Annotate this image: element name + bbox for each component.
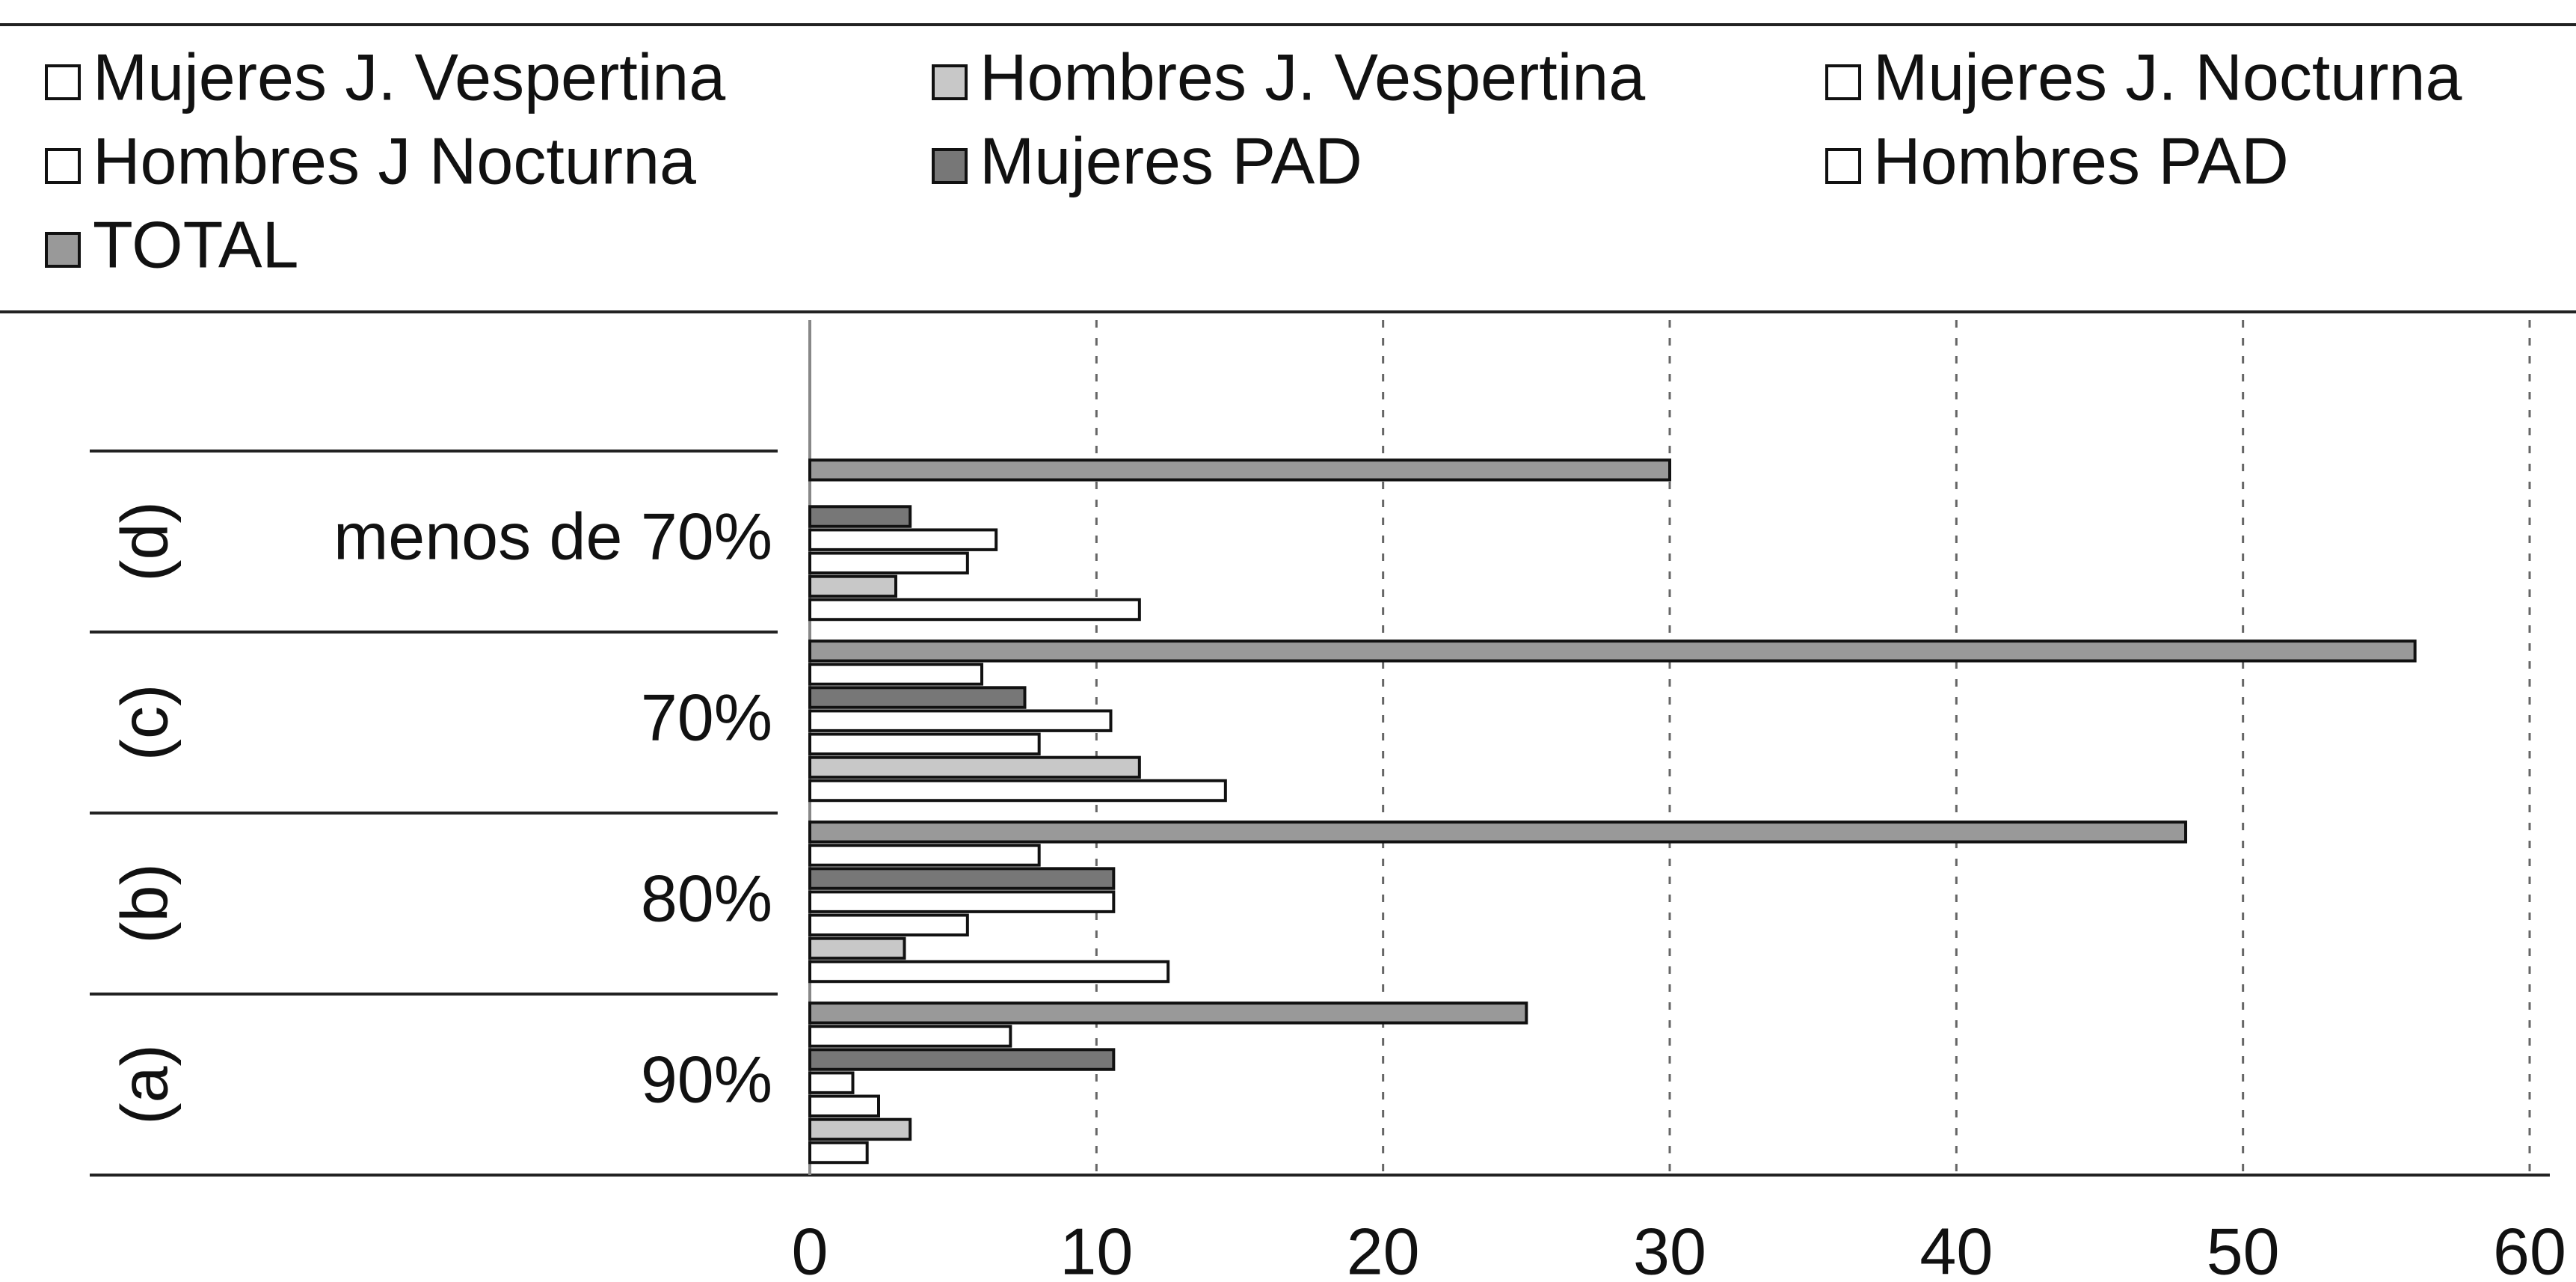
legend-swatch	[1825, 64, 1861, 100]
bar	[808, 640, 2417, 663]
bar	[808, 1117, 912, 1141]
group-annotation: (c)	[107, 684, 181, 761]
bar	[808, 458, 1671, 482]
bar	[808, 1141, 869, 1165]
bar	[808, 709, 1113, 732]
bar	[808, 1048, 1116, 1071]
bar	[808, 960, 1170, 984]
bar	[808, 936, 906, 960]
bar	[808, 755, 1141, 779]
bar	[808, 844, 1041, 867]
x-tick-label: 0	[792, 1214, 829, 1282]
bar	[808, 505, 912, 528]
legend-label: TOTAL	[93, 207, 298, 281]
legend-swatch	[932, 148, 968, 184]
bar	[808, 890, 1116, 913]
legend-swatch	[932, 64, 968, 100]
legend-label: Hombres J. Vespertina	[980, 40, 1645, 114]
bar	[808, 528, 998, 551]
bar	[808, 913, 969, 937]
bar	[808, 821, 2187, 844]
legend-label: Mujeres J. Nocturna	[1873, 40, 2462, 114]
x-tick-label: 30	[1633, 1214, 1706, 1282]
bar	[808, 867, 1116, 890]
legend-swatch	[1825, 148, 1861, 184]
bar	[808, 598, 1141, 622]
legend-swatch	[45, 148, 81, 184]
legend-label: Hombres J Nocturna	[93, 123, 696, 197]
legend-label: Mujeres PAD	[980, 123, 1362, 197]
y-tick-label: 80%	[641, 861, 772, 935]
x-tick-label: 60	[2493, 1214, 2566, 1282]
group-annotation: (d)	[107, 501, 181, 582]
x-tick-label: 40	[1919, 1214, 1993, 1282]
y-tick-label: menos de 70%	[333, 499, 772, 573]
bar	[808, 686, 1027, 709]
legend-label: Hombres PAD	[1873, 123, 2289, 197]
y-tick-label: 90%	[641, 1042, 772, 1116]
bar	[808, 1094, 880, 1118]
bar	[808, 732, 1041, 756]
group-annotation: (a)	[107, 1044, 181, 1125]
bar	[808, 663, 983, 686]
x-tick-label: 50	[2207, 1214, 2280, 1282]
x-tick-label: 10	[1060, 1214, 1133, 1282]
bar	[808, 1025, 1012, 1048]
bar	[808, 574, 897, 598]
bar	[808, 1002, 1528, 1025]
group-annotation: (b)	[107, 863, 181, 944]
x-tick-label: 20	[1347, 1214, 1420, 1282]
y-tick-label: 70%	[641, 680, 772, 754]
bar	[808, 779, 1227, 803]
legend-swatch	[45, 64, 81, 100]
bar	[808, 1071, 855, 1094]
legend-swatch	[45, 232, 81, 268]
legend-label: Mujeres J. Vespertina	[93, 40, 725, 114]
bar	[808, 551, 969, 575]
